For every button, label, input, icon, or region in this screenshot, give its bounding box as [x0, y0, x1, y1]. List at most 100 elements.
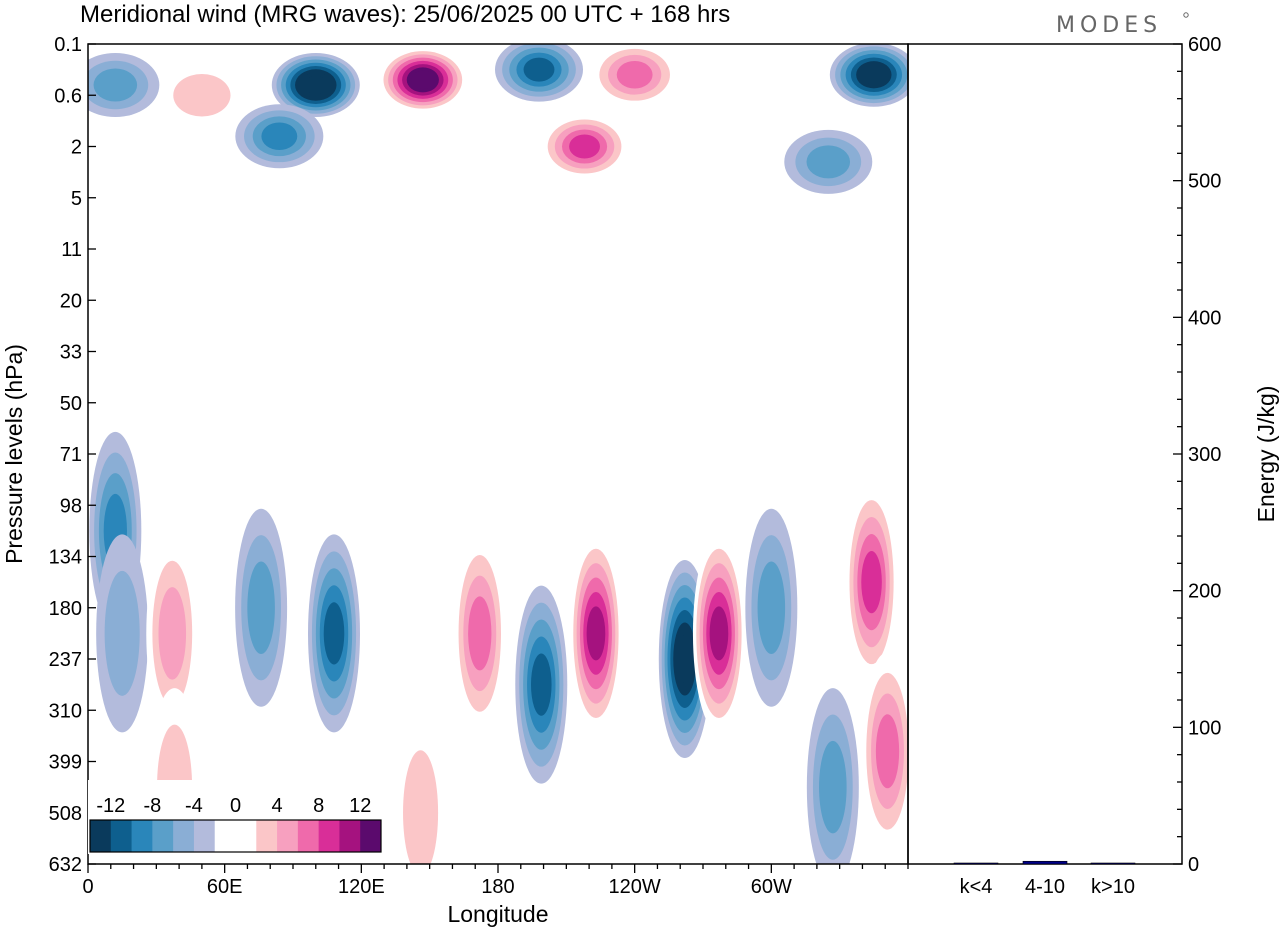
y-tick-label: 98 — [60, 495, 82, 517]
contour-feature — [495, 44, 583, 102]
contour-band — [806, 145, 851, 179]
colorbar-swatch — [256, 820, 278, 852]
contour-feature — [692, 534, 745, 733]
brand-logo: MODES — [1056, 13, 1162, 38]
x-axis-label: Longitude — [447, 901, 548, 927]
contour-band — [530, 653, 552, 716]
contour-band — [709, 606, 729, 661]
colorbar-frame — [89, 819, 382, 853]
colorbar-swatch — [131, 820, 153, 852]
contour-feature — [88, 53, 160, 117]
contour-band — [468, 596, 492, 671]
contour-band — [861, 550, 882, 614]
colorbar-legend: -12 -8 -4 0 4 8 12 — [88, 780, 387, 854]
y-tick-label: 2 — [71, 137, 82, 159]
contour-feature — [271, 53, 360, 117]
contour-feature — [235, 508, 288, 707]
colorbar-swatch — [193, 820, 216, 852]
colorbar-label: 0 — [230, 795, 241, 817]
contour-band — [523, 57, 555, 82]
contour-band — [158, 587, 187, 680]
energy-tick-label: 500 — [1188, 171, 1221, 193]
contour-band — [616, 61, 653, 89]
contour-feature — [845, 483, 898, 682]
contour-band — [261, 122, 298, 150]
colorbar-swatch — [214, 820, 236, 852]
contour-feature — [157, 63, 246, 128]
contour-feature — [96, 534, 149, 733]
colorbar-swatch — [318, 820, 340, 852]
contour-feature — [784, 129, 873, 194]
contour-band — [819, 740, 847, 834]
contour-band — [104, 570, 140, 696]
x-tick-label: 0 — [82, 876, 93, 898]
y-tick-label: 0.6 — [54, 85, 82, 107]
energy-bars: k<4 4-10 k>10 — [953, 860, 1136, 898]
colorbar-label: 4 — [272, 795, 283, 817]
colorbar-swatch — [297, 820, 320, 852]
y-tick-label: 310 — [49, 700, 82, 722]
contour-feature — [806, 688, 859, 864]
colorbar-swatch — [90, 820, 112, 852]
energy-bar — [1022, 860, 1068, 865]
contour-feature — [590, 44, 679, 107]
colorbar-swatch — [277, 820, 299, 852]
contour-feature — [861, 652, 908, 851]
brand-mark — [1183, 12, 1189, 18]
energy-category-label: k>10 — [1091, 876, 1135, 898]
x-tick-label: 180 — [481, 876, 514, 898]
contour-band — [861, 64, 887, 85]
colorbar-swatch — [339, 820, 361, 852]
energy-tick-label: 400 — [1188, 307, 1221, 329]
energy-tick-label: 0 — [1188, 854, 1199, 876]
contour-band — [247, 561, 275, 654]
contour-feature — [453, 534, 506, 733]
energy-bar — [1090, 862, 1136, 865]
y-axis-label: Pressure levels (hPa) — [1, 344, 27, 564]
y-tick-label: 20 — [60, 290, 82, 312]
y-tick-label: 180 — [49, 598, 82, 620]
x-tick-label: 120W — [609, 876, 661, 898]
energy-axis-label: Energy (J/kg) — [1253, 386, 1279, 523]
contour-band — [323, 602, 345, 665]
y-tick-label: 134 — [49, 547, 82, 569]
y-tick-label: 71 — [60, 444, 82, 466]
colorbar-label: -4 — [185, 795, 203, 817]
y-tick-label: 508 — [49, 803, 82, 825]
contour-feature — [515, 585, 568, 784]
contour-feature — [829, 44, 908, 107]
y-tick-label: 0.1 — [54, 34, 82, 56]
contour-band — [403, 750, 439, 864]
contour-band — [569, 134, 600, 159]
colorbar-swatch — [235, 820, 257, 852]
y-tick-label: 5 — [71, 188, 82, 210]
contour-feature — [745, 508, 798, 707]
colorbar-label: 12 — [349, 795, 371, 817]
contour-field — [88, 44, 908, 864]
colorbar-swatch — [173, 820, 195, 852]
contour-band — [757, 561, 786, 654]
colorbar-label: -8 — [143, 795, 161, 817]
contour-band — [586, 606, 606, 661]
colorbar-label: 8 — [313, 795, 324, 817]
contour-feature — [394, 713, 447, 864]
energy-panel-frame — [907, 43, 1183, 865]
y-tick-label: 11 — [61, 239, 82, 261]
colorbar-swatch — [152, 820, 174, 852]
contour-feature — [146, 534, 199, 733]
energy-tick-label: 300 — [1188, 444, 1221, 466]
contour-band — [93, 68, 138, 102]
chart-title: Meridional wind (MRG waves): 25/06/2025 … — [80, 1, 730, 28]
contour-feature — [569, 534, 622, 733]
colorbar-label: -12 — [96, 795, 125, 817]
contour-band — [676, 635, 694, 683]
contour-band — [875, 714, 900, 789]
contour-feature — [378, 47, 467, 112]
y-tick-label: 237 — [49, 649, 82, 671]
y-tick-label: 632 — [49, 854, 82, 876]
y-axis: 0.1 0.6 2 5 11 20 33 50 71 98 134 180 237 310 399 508 63… — [49, 34, 96, 876]
energy-bar — [953, 862, 999, 865]
x-tick-label: 120E — [338, 876, 385, 898]
y-tick-label: 33 — [60, 342, 82, 364]
